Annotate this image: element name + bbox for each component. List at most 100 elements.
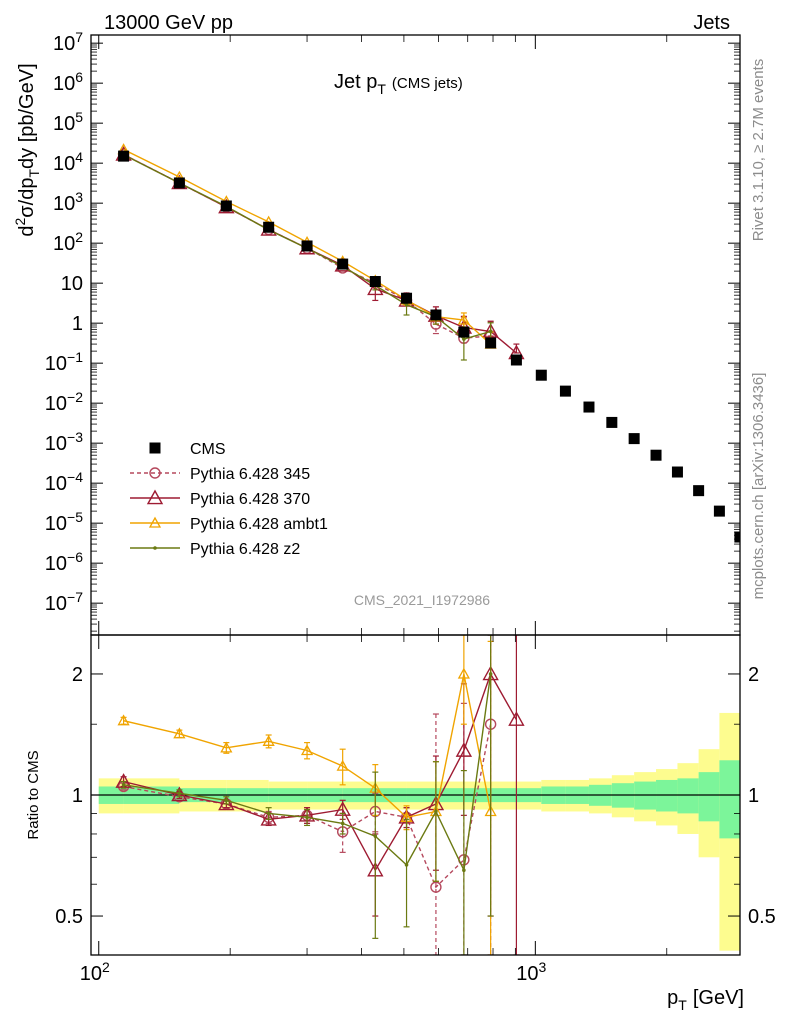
inner-band-segment [677,778,699,814]
tick-label: 10 [61,273,83,295]
pythia-ambt1-point [117,714,130,726]
x-axis-label: pT [GeV] [667,987,744,1013]
pythia-345-point [430,881,442,893]
tick-label: 10−7 [45,589,83,615]
legend-label: Pythia 6.428 z2 [190,541,300,558]
pythia-370-point [146,489,164,505]
cms-data-point [149,442,161,454]
pythia-z2-point [224,798,229,803]
cms-data-point [693,485,705,497]
tick-label: 10−4 [45,469,83,495]
cms-data-point [606,416,618,428]
legend-entry: Pythia 6.428 345 [130,466,310,483]
tick-label: 107 [53,29,83,55]
tick-label: 10−2 [45,389,83,415]
pythia-z2-point [462,337,466,341]
upper-frame [90,34,741,636]
pythia-z2-point [404,863,409,867]
tick-label: 1 [72,785,83,807]
pythia-370-point [508,711,525,726]
tick-label: 2 [748,664,759,686]
tick-label: 10−1 [45,349,83,375]
pythia-z2-point [462,868,466,873]
cms-data-point [337,258,349,270]
legend-entry: Pythia 6.428 370 [130,489,310,508]
cms-data-point [583,401,595,413]
pythia-z2-point [488,329,493,334]
lower-y-axis-label: Ratio to CMS [25,750,42,839]
cms-data-point [510,354,522,366]
tick-label: 10−5 [45,509,83,535]
pythia-z2-point [153,546,157,550]
cms-data-point [301,240,313,252]
tick-label: 102 [80,959,110,985]
tick-label: 106 [53,69,83,95]
cms-data-point [671,466,683,478]
plot-title: Jet pT (CMS jets) [334,71,463,97]
pythia-z2-point [488,672,493,676]
tick-label: 0.5 [748,906,776,928]
tick-label: 104 [53,149,83,175]
pythia-ambt1-point [173,727,186,739]
pythia-370-point [260,810,277,826]
pythia-z2-point [340,821,345,826]
pythia-z2-point [404,302,409,307]
pythia-345-point [149,467,161,479]
pythia-370-point [218,795,235,811]
cms-data-point [263,221,275,233]
header-left: 13000 GeV pp [104,12,233,34]
upper-panel [115,143,740,543]
tick-label: 1 [72,313,83,335]
pythia-ambt1-point [220,741,233,753]
pythia-z2-point [177,791,182,796]
cms-data-point [713,505,725,517]
cms-data-point [118,150,130,162]
pythia-ambt1-point [457,667,470,679]
tick-label: 105 [53,109,83,135]
legend: CMS Pythia 6.428 345 Pythia 6.428 370 Pythi… [130,441,328,558]
legend-entry: Pythia 6.428 ambt1 [130,516,328,533]
tick-label: 10−3 [45,429,83,455]
pythia-ambt1-point [457,313,470,325]
legend-label: Pythia 6.428 ambt1 [190,516,328,533]
pythia-z2-point [434,809,438,814]
axes: 10710610510410310210110−110−210−310−410−… [45,29,776,985]
inner-band-segment [719,760,740,839]
p370-series-line [123,672,518,872]
upper-series-group [115,143,740,543]
legend-label: CMS [190,441,226,458]
tick-label: 2 [72,664,83,686]
cms-data-point [173,177,185,189]
uncertainty-bands [91,712,740,951]
cms-data-point [535,369,547,381]
pythia-z2-point [266,811,271,816]
side-label-rivet: Rivet 3.1.10, ≥ 2.7M events [750,59,767,242]
cms-data-point [220,200,232,212]
cms-data-point [369,276,381,288]
pythia-z2-point [373,834,378,838]
ratio-series-group [115,635,525,955]
cms-data-point [734,531,740,543]
pythia-z2-point [305,815,309,820]
cms-data-point [401,292,413,304]
inner-band-segment [698,772,720,822]
tick-label: 103 [53,189,83,215]
cms-data-point [628,433,640,445]
tick-label: 103 [516,959,546,985]
legend-entry: Pythia 6.428 z2 [130,541,300,558]
cms-data-point [430,309,442,321]
tick-label: 102 [53,229,83,255]
cms-data-point [559,385,571,397]
ratio-panel [115,635,525,955]
legend-entry: CMS [149,441,226,458]
legend-label: Pythia 6.428 345 [190,466,310,483]
tick-label: 0.5 [55,906,83,928]
inner-band-segment [656,779,678,812]
legend-label: Pythia 6.428 370 [190,491,310,508]
pythia-ambt1-point [300,744,314,756]
pythia-ambt1-point [336,759,349,771]
pythia-z2-point [121,783,126,787]
tick-label: 1 [748,785,759,807]
pythia-ambt1-point [262,734,275,746]
